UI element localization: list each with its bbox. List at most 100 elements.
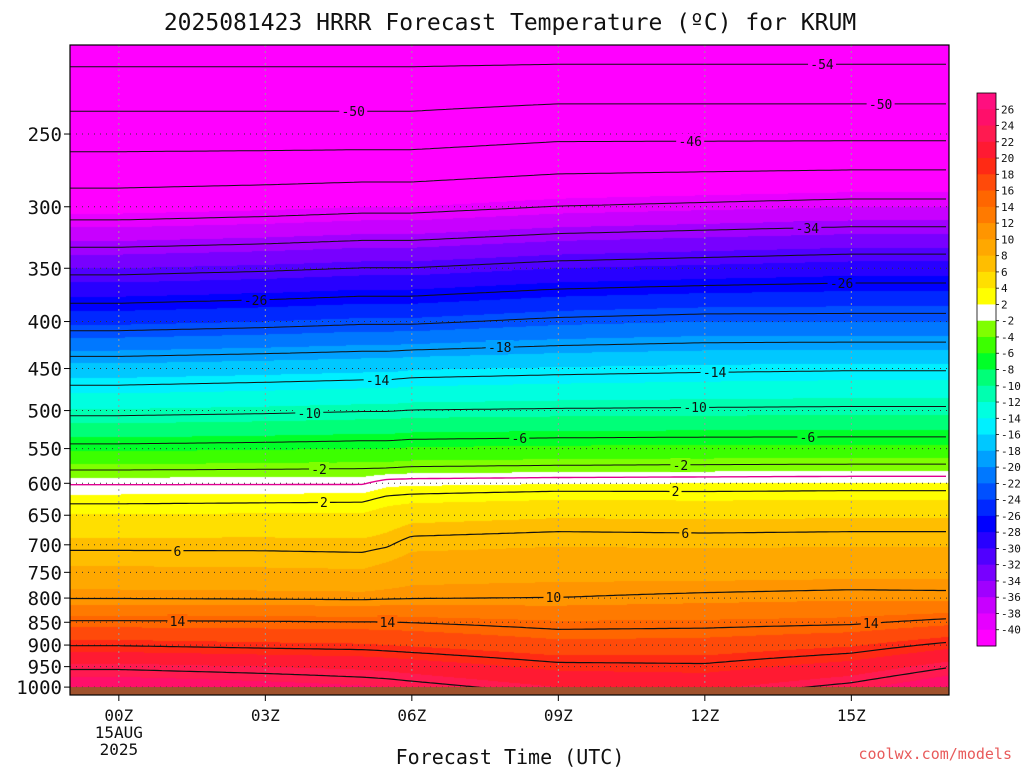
colorbar-label: 16 (1001, 185, 1014, 198)
contour-label: 2 (672, 485, 680, 500)
colorbar-label: -36 (1001, 591, 1021, 604)
colorbar-label: -14 (1001, 412, 1021, 425)
contour-label-background (543, 590, 564, 604)
contour-label-group: -14 (700, 365, 729, 381)
colorbar-label: -26 (1001, 510, 1021, 523)
contour-label: 14 (170, 615, 186, 630)
contour-line--30 (70, 253, 946, 276)
y-tick-label: 800 (28, 588, 62, 610)
contour-line--14 (70, 370, 946, 386)
colorbar-swatch (977, 385, 996, 403)
contour-label: -18 (488, 341, 511, 356)
contour-label-background (377, 615, 398, 629)
contour-label: 10 (546, 591, 562, 606)
contour-label-background (171, 544, 184, 558)
contour-label: -2 (311, 463, 327, 478)
colorbar-swatch (977, 613, 996, 631)
y-tick-label: 1000 (16, 677, 62, 699)
contour-label-group: -18 (485, 340, 514, 356)
colorbar-swatch (977, 336, 996, 354)
y-axis-ticks: 2503003504004505005506006507007508008509… (16, 124, 70, 699)
contour-label-group: 6 (679, 526, 692, 542)
colorbar-swatch (977, 629, 996, 647)
colorbar-label: -28 (1001, 526, 1021, 539)
y-tick-label: 900 (28, 635, 62, 657)
contour-label-group: 2 (317, 495, 330, 511)
x-tick-year-label: 2025 (100, 740, 139, 759)
y-tick-label: 300 (28, 197, 62, 219)
x-tick-label: 06Z (397, 706, 426, 725)
contour-label-background (866, 97, 895, 111)
contour-label: 6 (174, 545, 182, 560)
contour-label: -6 (800, 431, 816, 446)
colorbar-label: -32 (1001, 559, 1021, 572)
colorbar-swatch (977, 174, 996, 192)
contour-label-group: -14 (363, 373, 392, 389)
contour-label-group: -50 (866, 97, 895, 113)
ground-surface (70, 687, 949, 695)
y-tick-label: 500 (28, 401, 62, 423)
contour-label: 14 (380, 616, 396, 631)
contour-label-background (681, 400, 710, 414)
contour-label-group: 14 (167, 614, 188, 630)
contour-label: -26 (244, 294, 267, 309)
temperature-heatmap (70, 45, 949, 695)
colorbar-label: 14 (1001, 201, 1015, 214)
colorbar-swatch (977, 223, 996, 240)
plot-area: -54-50 -50-46-34-26-26-18-14-14-10 -10-6 -6… (70, 45, 949, 695)
credit-text: coolwx.com/models (858, 745, 1012, 763)
contour-label-group: -54 (808, 57, 837, 73)
colorbar-label: -40 (1001, 624, 1021, 637)
colorbar-label: -20 (1001, 461, 1021, 474)
contour-label-background (309, 462, 330, 476)
contour-label: 2 (320, 496, 328, 511)
colorbar-swatch (977, 125, 996, 143)
contour-line-10 (70, 589, 946, 601)
colorbar-swatch (977, 288, 996, 305)
colorbar-swatch (977, 141, 996, 159)
contour-label-group: -10 (681, 400, 710, 416)
colorbar-swatch (977, 271, 996, 289)
colorbar-label: -24 (1001, 494, 1021, 507)
contour-label: -26 (830, 277, 853, 292)
contour-label: -50 (869, 98, 892, 113)
contour-line--46 (70, 140, 946, 153)
y-tick-label: 950 (28, 657, 62, 679)
colorbar-label: 6 (1001, 266, 1008, 279)
colorbar-swatch (977, 320, 996, 338)
contour-label-background (679, 526, 692, 540)
plot-frame (69, 44, 950, 696)
colorbar-label: -38 (1001, 607, 1021, 620)
colorbar-label: 26 (1001, 103, 1014, 116)
contour-label: -46 (678, 135, 701, 150)
contour-label-group: -6 (797, 430, 818, 446)
grid-lines (70, 45, 949, 695)
colorbar-swatch (977, 255, 996, 273)
colorbar-swatch (977, 483, 996, 501)
contour-label-background (670, 458, 691, 472)
colorbar-label: -12 (1001, 396, 1021, 409)
contour-label: 6 (681, 527, 689, 542)
contour-line--42 (70, 169, 946, 189)
colorbar-label: 8 (1001, 250, 1008, 263)
contour-label-group: -26 (241, 293, 270, 309)
contour-label-background (339, 104, 368, 118)
contour-label: -6 (511, 432, 527, 447)
contour-label-background (485, 340, 514, 354)
y-tick-label: 650 (28, 505, 62, 527)
contour-label: -2 (673, 459, 689, 474)
contour-label-group: -50 (339, 104, 368, 120)
contour-label: -14 (366, 374, 390, 389)
contour-label-group: -2 (309, 462, 330, 478)
colorbar-label: -4 (1001, 331, 1015, 344)
contour-label-background (797, 430, 818, 444)
contour-label-background (700, 365, 729, 379)
y-tick-label: 850 (28, 612, 62, 634)
contour-label: 14 (863, 617, 879, 632)
colorbar-swatch (977, 597, 996, 614)
y-tick-label: 400 (28, 312, 62, 334)
contour-lines (70, 63, 947, 694)
colorbar-label: 20 (1001, 152, 1014, 165)
